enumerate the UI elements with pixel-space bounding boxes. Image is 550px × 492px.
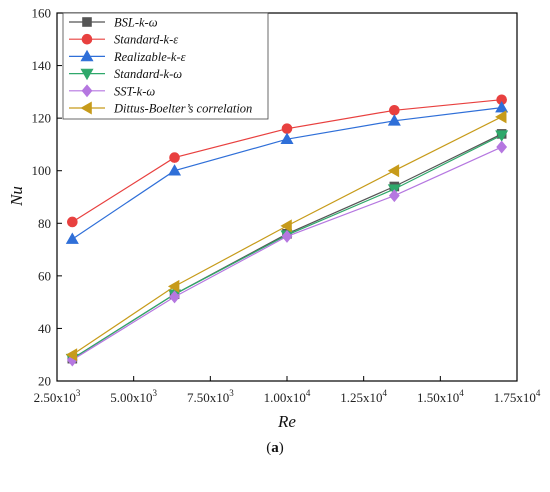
data-point xyxy=(387,164,400,178)
series-5 xyxy=(65,110,507,362)
legend-item: Standard-k-ω xyxy=(69,67,182,81)
y-tick-label: 40 xyxy=(38,321,51,336)
legend-marker xyxy=(80,68,94,81)
x-tick-label: 1.50x104 xyxy=(417,388,464,405)
legend-item: Standard-k-ε xyxy=(69,33,178,47)
data-point xyxy=(280,132,294,144)
caption-letter: a xyxy=(271,440,279,456)
legend-item: SST-k-ω xyxy=(69,84,155,98)
legend-label: Realizable-k-ε xyxy=(113,50,186,64)
data-point xyxy=(169,152,180,163)
x-tick-label: 1.75x104 xyxy=(494,388,541,405)
y-axis-title: Nu xyxy=(7,186,26,207)
legend-label: Standard-k-ω xyxy=(114,67,182,81)
x-tick-label: 2.50x103 xyxy=(34,388,81,405)
data-point xyxy=(281,229,293,243)
legend-label: BSL-k-ω xyxy=(114,16,158,30)
x-axis-title: Re xyxy=(277,412,296,431)
legend-item: BSL-k-ω xyxy=(69,16,158,30)
data-point xyxy=(65,232,79,244)
caption-close-paren: ) xyxy=(278,440,284,456)
series-0 xyxy=(67,129,507,364)
legend-marker xyxy=(80,101,92,115)
y-tick-label: 80 xyxy=(38,216,51,231)
data-point xyxy=(389,104,400,116)
y-tick-label: 60 xyxy=(38,268,51,283)
legend-label: Dittus-Boelter’s correlation xyxy=(113,102,252,116)
x-tick-label: 7.50x103 xyxy=(187,388,234,405)
data-point xyxy=(65,348,78,362)
series-3 xyxy=(65,130,509,366)
legend-label: SST-k-ω xyxy=(114,84,155,98)
data-point xyxy=(169,290,180,304)
y-tick-label: 120 xyxy=(32,111,52,126)
series-line xyxy=(71,134,502,360)
caption-open-paren: ( xyxy=(266,440,272,456)
data-point xyxy=(495,101,509,113)
x-tick-label: 1.25x104 xyxy=(340,388,387,405)
legend-item: Realizable-k-ε xyxy=(69,49,186,64)
legend-marker xyxy=(82,17,92,27)
y-tick-label: 20 xyxy=(38,374,51,389)
data-point xyxy=(67,216,78,228)
series-line xyxy=(71,146,502,361)
legend-item: Dittus-Boelter’s correlation xyxy=(69,101,252,116)
legend-label: Standard-k-ε xyxy=(114,33,178,47)
data-point xyxy=(167,279,180,293)
y-tick-label: 100 xyxy=(32,163,52,178)
data-point xyxy=(496,140,508,154)
data-point xyxy=(388,189,400,203)
series-2 xyxy=(65,101,509,244)
figure-caption: (a) xyxy=(0,440,550,457)
data-point xyxy=(495,110,507,124)
series-1 xyxy=(67,94,507,228)
chart: 20 40 60 80 100 120 140 160 2.50x103 5.00x103 7.50… xyxy=(7,6,541,432)
legend-marker xyxy=(81,33,93,45)
legend: BSL-k-ω Standard-k-ε Realizable-k-ε Standar… xyxy=(62,12,269,120)
legend-marker xyxy=(80,49,94,62)
legend-box xyxy=(62,12,269,120)
legend-marker xyxy=(81,84,93,98)
x-tick-label: 5.00x103 xyxy=(110,388,157,405)
data-point xyxy=(168,164,182,176)
data-point xyxy=(387,114,401,126)
y-tick-label: 140 xyxy=(32,58,52,73)
series-layer xyxy=(65,94,509,367)
y-tick-label: 160 xyxy=(32,6,52,21)
x-tick-label: 1.00x104 xyxy=(264,388,311,405)
axis-ticks: 20 40 60 80 100 120 140 160 2.50x103 5.00x103 7.50… xyxy=(32,6,541,406)
series-4 xyxy=(66,140,508,367)
data-point xyxy=(280,219,292,233)
data-point xyxy=(281,123,293,134)
data-point xyxy=(495,130,509,142)
